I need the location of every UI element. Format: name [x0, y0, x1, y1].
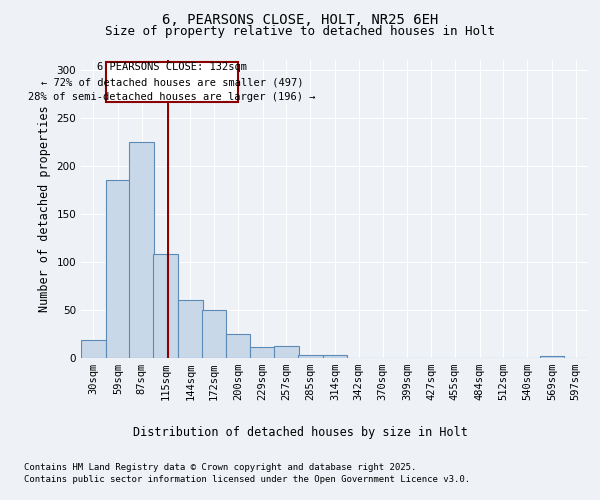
Bar: [81, 340, 106, 357]
Text: Contains HM Land Registry data © Crown copyright and database right 2025.: Contains HM Land Registry data © Crown c…: [24, 464, 416, 472]
Bar: [226, 334, 250, 357]
Text: Contains public sector information licensed under the Open Government Licence v3: Contains public sector information licen…: [24, 475, 470, 484]
Text: Size of property relative to detached houses in Holt: Size of property relative to detached ho…: [105, 25, 495, 38]
Bar: [178, 300, 203, 358]
Bar: [323, 354, 347, 358]
FancyBboxPatch shape: [106, 62, 238, 102]
Bar: [154, 254, 178, 358]
Bar: [250, 347, 275, 358]
Bar: [130, 142, 154, 358]
Bar: [539, 356, 564, 358]
Bar: [106, 180, 130, 358]
Text: 6, PEARSONS CLOSE, HOLT, NR25 6EH: 6, PEARSONS CLOSE, HOLT, NR25 6EH: [162, 12, 438, 26]
Y-axis label: Number of detached properties: Number of detached properties: [38, 106, 51, 312]
Text: 6 PEARSONS CLOSE: 132sqm
← 72% of detached houses are smaller (497)
28% of semi-: 6 PEARSONS CLOSE: 132sqm ← 72% of detach…: [28, 62, 316, 102]
Bar: [274, 346, 299, 358]
Bar: [298, 354, 323, 358]
Text: Distribution of detached houses by size in Holt: Distribution of detached houses by size …: [133, 426, 467, 439]
Bar: [202, 310, 226, 358]
